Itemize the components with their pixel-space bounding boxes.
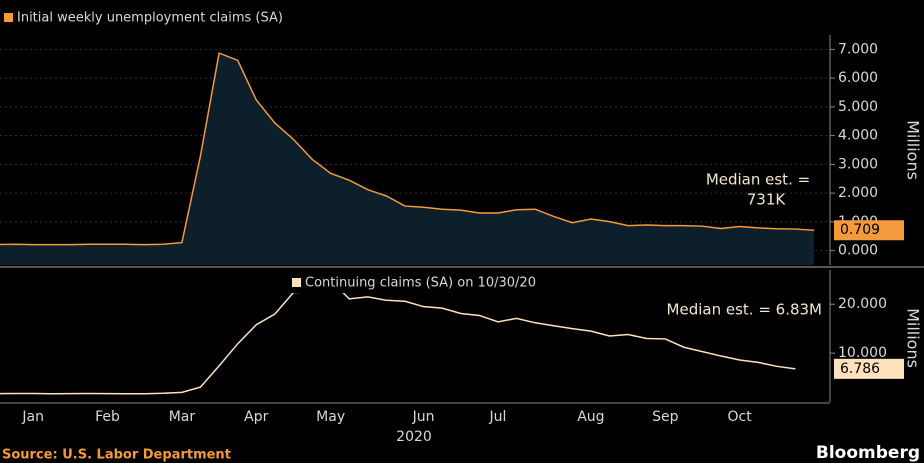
y-tick-label: 2.000 <box>838 185 878 201</box>
y-tick-label: 4.000 <box>838 128 878 144</box>
x-tick-label: Feb <box>95 409 120 425</box>
y-axis-label: Millions <box>904 308 923 368</box>
legend-bg <box>288 273 546 293</box>
y-tick-label: 10.000 <box>838 345 887 361</box>
annotation: 731K <box>747 191 787 209</box>
legend-label: Initial weekly unemployment claims (SA) <box>17 11 283 26</box>
value-label: 6.786 <box>840 361 880 377</box>
y-tick-label: 20.000 <box>838 296 887 312</box>
legend-swatch <box>292 278 301 287</box>
x-tick-label: Mar <box>169 409 196 425</box>
area <box>0 53 814 265</box>
x-tick-label: Jul <box>489 409 507 425</box>
annotation: Median est. = 6.83M <box>667 301 822 319</box>
legend-swatch <box>4 13 13 22</box>
y-tick-label: 3.000 <box>838 156 878 172</box>
brand: Bloomberg <box>816 443 920 463</box>
x-tick-label: Jun <box>412 409 435 425</box>
y-tick-label: 0.000 <box>838 243 878 259</box>
x-axis-label: 2020 <box>396 429 432 445</box>
x-tick-label: Jan <box>21 409 44 425</box>
value-label-box <box>834 220 904 241</box>
source: Source: U.S. Labor Department <box>2 448 231 463</box>
line <box>0 52 815 246</box>
line <box>0 279 796 395</box>
x-tick-label: Oct <box>728 409 753 425</box>
y-tick-label: 6.000 <box>838 70 878 86</box>
value-label: 0.709 <box>840 222 880 238</box>
y-tick-label: 7.000 <box>838 41 878 57</box>
x-tick-label: May <box>316 409 345 425</box>
annotation: Median est. = <box>706 171 810 189</box>
x-tick-label: Sep <box>652 409 679 425</box>
x-tick-label: Apr <box>244 409 268 425</box>
value-label-box <box>834 358 904 379</box>
legend-label: Continuing claims (SA) on 10/30/20 <box>305 276 536 291</box>
y-axis-label: Millions <box>904 120 923 180</box>
y-tick-label: 5.000 <box>838 99 878 115</box>
x-tick-label: Aug <box>577 409 604 425</box>
